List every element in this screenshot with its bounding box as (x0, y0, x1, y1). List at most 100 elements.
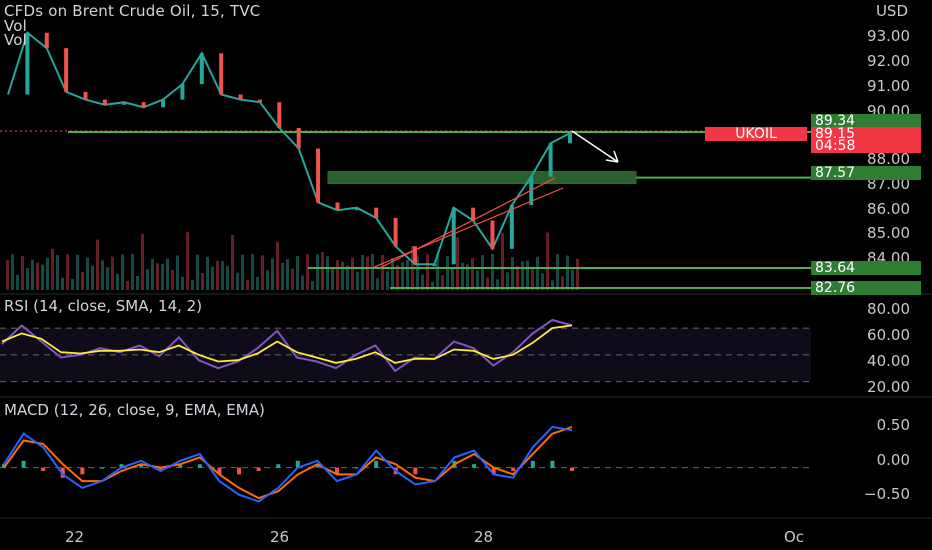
trend-line (379, 177, 556, 269)
volume-bar (356, 271, 359, 290)
volume-bar (331, 267, 334, 290)
volume-bar (16, 274, 19, 290)
volume-bar (481, 255, 484, 290)
x-tick-oc: Oc (784, 528, 805, 546)
volume-bar (396, 264, 399, 290)
volume-bar (171, 269, 174, 290)
volume-bar (41, 264, 44, 290)
price-candle (316, 148, 321, 203)
macd-histogram-bar (256, 467, 261, 471)
volume-bar (421, 274, 424, 290)
price-candle (83, 91, 88, 100)
volume-label-1: Vol (4, 17, 28, 35)
volume-bar (31, 259, 34, 290)
volume-bar (556, 254, 559, 290)
volume-bar (561, 276, 564, 290)
macd-histogram-bar (530, 460, 535, 468)
volume-bar (441, 275, 444, 290)
volume-bar (386, 271, 389, 290)
x-tick-22: 22 (65, 528, 85, 546)
price-candle (219, 53, 224, 95)
price-candle (199, 53, 204, 85)
symbol-tag: UKOIL (705, 127, 807, 141)
x-tick-28: 28 (474, 528, 494, 546)
price-candle (432, 264, 437, 267)
volume-bar (341, 261, 344, 290)
price-candle (374, 207, 379, 218)
volume-bar (146, 269, 149, 290)
volume-bar (546, 232, 549, 290)
price-candle (122, 102, 127, 105)
volume-bar (71, 278, 74, 290)
volume-bar (531, 266, 534, 290)
volume-bar (56, 255, 59, 290)
volume-bar (346, 265, 349, 290)
arrow-head (605, 150, 619, 163)
volume-bar (246, 279, 249, 290)
volume-bar (451, 268, 454, 290)
volume-bar (211, 266, 214, 290)
level-tag-top: 89.34 (811, 114, 921, 128)
price-candle (277, 102, 282, 128)
price-candle (490, 220, 495, 249)
macd-histogram-bar (2, 464, 6, 468)
price-candle (180, 84, 185, 100)
volume-bar (121, 254, 124, 290)
volume-bar (296, 255, 299, 290)
price-candle (354, 207, 359, 211)
volume-bar (466, 264, 469, 290)
volume-bar (26, 268, 29, 290)
volume-bar (6, 260, 9, 290)
volume-bar (436, 254, 439, 290)
volume-bar (406, 259, 409, 290)
volume-bar (46, 257, 49, 290)
price-candle (529, 176, 534, 206)
volume-bar (251, 254, 254, 290)
volume-bar (366, 256, 369, 290)
price-tick: 92.00 (867, 52, 910, 70)
volume-bar (156, 263, 159, 290)
volume-bar (431, 281, 434, 290)
macd-histogram-bar (491, 467, 496, 475)
volume-bar (216, 260, 219, 290)
macd-histogram-bar (472, 464, 477, 468)
volume-bar (151, 258, 154, 290)
volume-bar (206, 256, 209, 290)
volume-bar (181, 276, 184, 290)
volume-bar (536, 256, 539, 290)
volume-bar (491, 254, 494, 290)
volume-bar (311, 281, 314, 290)
volume-bar (381, 254, 384, 290)
volume-bar (521, 261, 524, 290)
rsi-line (1, 318, 573, 373)
price-candle (393, 217, 398, 247)
price-tick: 91.00 (867, 77, 910, 95)
volume-bar (51, 248, 54, 290)
volume-bar (376, 278, 379, 290)
volume-bar (111, 256, 114, 290)
volume-bar (316, 254, 319, 290)
macd-histogram-bar (511, 467, 516, 471)
volume-bar (261, 255, 264, 290)
price-candle (296, 127, 301, 149)
volume-bar (416, 256, 419, 290)
level-tag-low1: 83.64 (811, 261, 921, 275)
macd-histogram-bar (21, 460, 26, 468)
price-candle (102, 99, 107, 105)
volume-bar (301, 275, 304, 290)
volume-bar (226, 266, 229, 290)
volume-bar (321, 252, 324, 290)
volume-bar (551, 280, 554, 290)
volume-bar (201, 273, 204, 290)
volume-bar (271, 258, 274, 290)
volume-bar (526, 260, 529, 290)
macd-histogram-bar (354, 467, 359, 469)
volume-bar (291, 268, 294, 290)
last-price-tag: 89.15 (811, 127, 921, 141)
volume-bar (516, 265, 519, 290)
volume-bar (126, 280, 129, 290)
macd-histogram-bar (80, 467, 85, 475)
forecast-arrow (571, 130, 619, 163)
